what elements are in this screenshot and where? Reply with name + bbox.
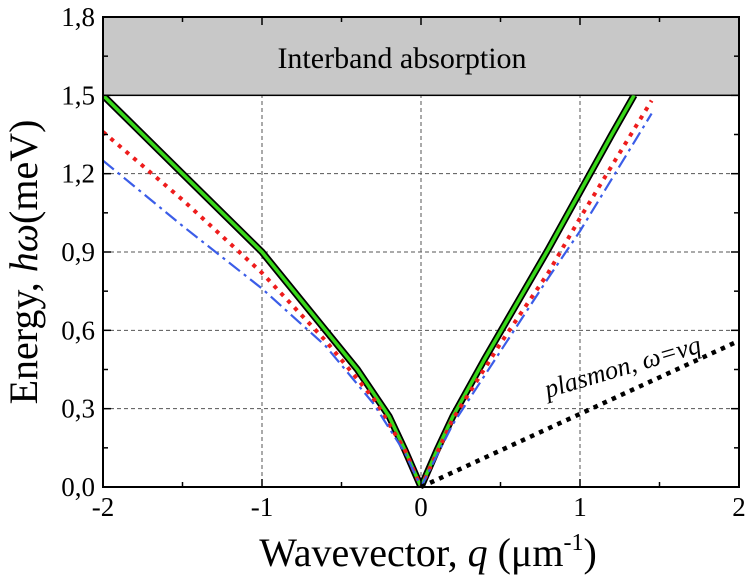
y-tick-label: 1,8 [61,2,95,32]
x-axis-label-spacer [488,530,498,575]
axis-ticks [102,16,740,488]
tick-labels: -2 -1 0 1 2 0,0 0,3 0,6 0,9 1,2 1,5 1,8 [61,2,746,522]
series-plasmon-line [420,338,740,490]
series-green-outline [103,95,638,487]
series-red [103,99,654,487]
x-tick-label: -1 [251,492,274,522]
x-axis-label-unit-exp: -1 [563,530,583,556]
y-tick-label: 0,3 [61,394,95,424]
x-axis-label-unit-close: ) [583,530,596,575]
series-blue [103,113,653,487]
y-axis-label-var: hω [1,224,46,272]
y-tick-label: 1,5 [61,80,95,110]
series-red-line [103,99,654,487]
x-axis-label: Wavevector, q (μm-1) [259,530,597,575]
band-label: Interband absorption [277,42,526,75]
x-tick-label: 0 [414,492,428,522]
y-tick-label: 0,0 [61,472,95,502]
series-green-line [103,95,636,487]
series-blue-line [103,113,653,487]
y-axis-label: Energy, hω(meV) [1,120,46,405]
y-tick-label: 1,2 [61,159,95,189]
x-tick-label: 2 [732,492,746,522]
x-tick-label: -2 [92,492,115,522]
x-tick-label: 1 [573,492,587,522]
series-group [103,95,740,490]
interband-rect [102,16,740,97]
x-axis-label-prefix: Wavevector, [259,530,467,575]
interband-band [102,16,740,97]
y-tick-label: 0,6 [61,315,95,345]
y-tick-label: 0,9 [61,237,95,267]
y-axis-label-prefix: Energy, [1,272,46,404]
y-axis-label-unit: (meV) [1,120,46,224]
series-green [103,95,638,487]
x-axis-label-var: q [468,530,488,575]
x-axis-label-unit: (μm [498,530,564,575]
